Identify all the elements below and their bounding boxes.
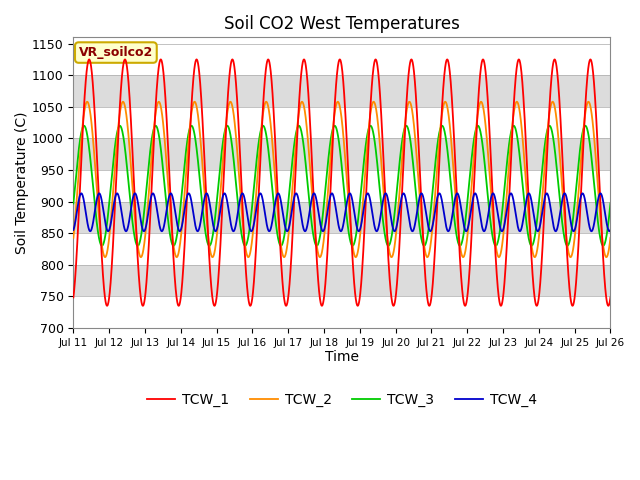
- Text: VR_soilco2: VR_soilco2: [79, 46, 153, 59]
- TCW_1: [299, 59, 307, 64]
- TCW_1: [276, 233, 284, 239]
- TCW_1: [538, 247, 546, 252]
- TCW_1: [70, 295, 77, 300]
- TCW_3: [607, 201, 614, 206]
- TCW_2: [83, 99, 91, 105]
- TCW_4: [163, 206, 171, 212]
- TCW_3: [367, 123, 374, 129]
- TCW_3: [596, 235, 604, 240]
- TCW_1: [163, 114, 170, 120]
- Line: TCW_1: TCW_1: [74, 60, 611, 306]
- TCW_2: [101, 254, 109, 260]
- TCW_2: [607, 235, 614, 240]
- Bar: [74, 138, 611, 170]
- Line: TCW_3: TCW_3: [74, 126, 611, 246]
- Bar: [74, 202, 611, 233]
- Line: TCW_4: TCW_4: [74, 193, 611, 231]
- X-axis label: Time: Time: [325, 350, 359, 364]
- Title: Soil CO2 West Temperatures: Soil CO2 West Temperatures: [224, 15, 460, 33]
- TCW_3: [131, 234, 138, 240]
- TCW_4: [122, 228, 130, 234]
- TCW_3: [538, 164, 546, 169]
- Y-axis label: Soil Temperature (C): Soil Temperature (C): [15, 111, 29, 254]
- TCW_1: [193, 57, 200, 62]
- TCW_4: [596, 191, 604, 196]
- TCW_1: [607, 295, 614, 300]
- TCW_2: [299, 100, 307, 106]
- TCW_3: [163, 203, 170, 208]
- TCW_3: [299, 135, 307, 141]
- TCW_2: [538, 194, 546, 200]
- TCW_4: [131, 191, 139, 196]
- TCW_4: [276, 193, 284, 199]
- TCW_4: [299, 224, 307, 229]
- TCW_4: [607, 227, 614, 233]
- TCW_4: [70, 227, 77, 233]
- TCW_1: [596, 198, 604, 204]
- Bar: [74, 264, 611, 296]
- TCW_1: [131, 195, 138, 201]
- TCW_4: [131, 191, 139, 196]
- TCW_2: [70, 235, 77, 240]
- TCW_3: [349, 243, 356, 249]
- TCW_1: [175, 303, 182, 309]
- Line: TCW_2: TCW_2: [74, 102, 611, 257]
- Legend: TCW_1, TCW_2, TCW_3, TCW_4: TCW_1, TCW_2, TCW_3, TCW_4: [141, 387, 542, 412]
- TCW_3: [70, 201, 77, 206]
- TCW_2: [131, 216, 139, 222]
- TCW_3: [275, 240, 283, 246]
- TCW_2: [596, 214, 604, 219]
- TCW_2: [276, 232, 284, 238]
- Bar: [74, 75, 611, 107]
- TCW_2: [163, 165, 171, 170]
- TCW_4: [538, 208, 546, 214]
